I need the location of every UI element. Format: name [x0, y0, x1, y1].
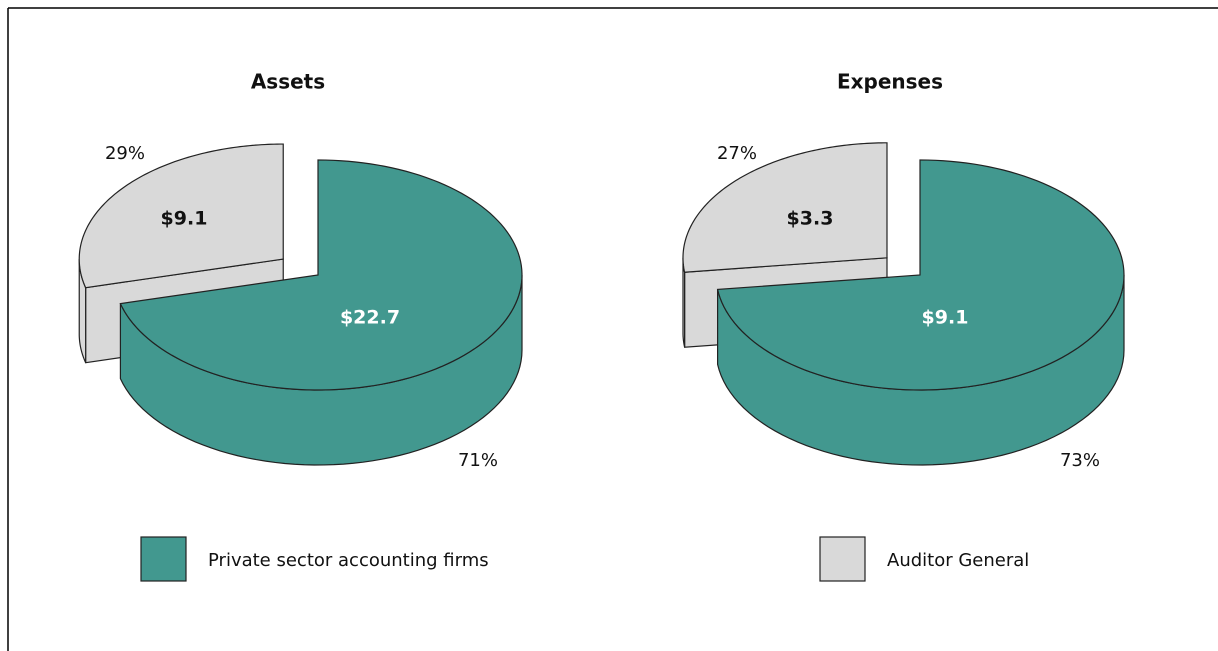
amount-label: $9.1 [161, 208, 208, 230]
amount-label: $3.3 [787, 208, 834, 230]
percent-label: 73% [1060, 450, 1100, 471]
pie-slice [682, 142, 888, 273]
legend-swatch [140, 536, 187, 582]
pie-slice [716, 159, 1125, 391]
legend-label: Private sector accounting firms [208, 550, 489, 571]
chart-title: Assets [251, 70, 325, 94]
percent-label: 27% [717, 143, 757, 164]
pie-slice [119, 159, 523, 391]
legend-swatch [819, 536, 866, 582]
chart-title: Expenses [837, 70, 943, 94]
amount-label: $22.7 [340, 307, 400, 329]
percent-label: 29% [105, 143, 145, 164]
pie-slice [78, 143, 284, 289]
percent-label: 71% [458, 450, 498, 471]
legend-label: Auditor General [887, 550, 1029, 571]
amount-label: $9.1 [922, 307, 969, 329]
